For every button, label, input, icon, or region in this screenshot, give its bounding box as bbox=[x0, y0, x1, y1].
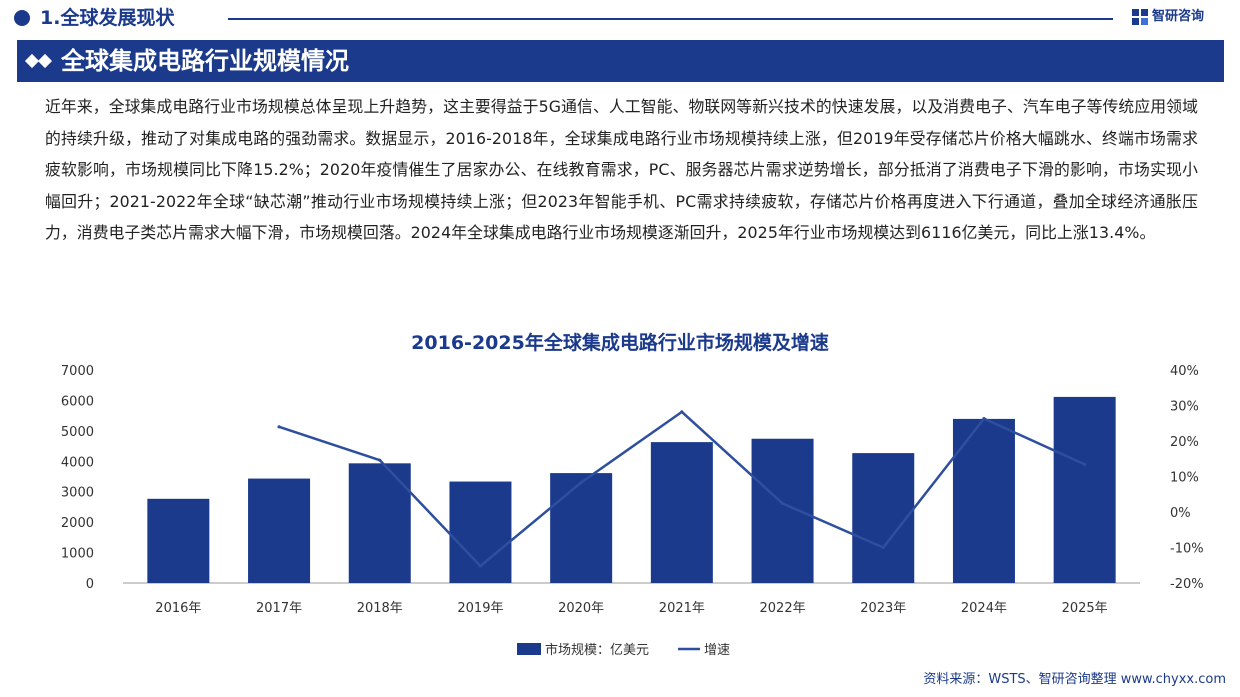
y-right-tick-label: 0% bbox=[1170, 506, 1191, 521]
section-title: 1.全球发展现状 bbox=[40, 7, 175, 29]
x-tick-label: 2016年 bbox=[155, 601, 201, 616]
growth-point bbox=[579, 480, 583, 485]
legend-bar-swatch bbox=[517, 643, 541, 655]
bar bbox=[852, 453, 915, 583]
legend-bar-label: 市场规模：亿美元 bbox=[545, 642, 649, 658]
bar bbox=[952, 418, 1015, 583]
bar bbox=[650, 442, 713, 583]
bar bbox=[550, 473, 613, 583]
y-left-tick-label: 3000 bbox=[61, 486, 94, 501]
growth-point bbox=[277, 425, 281, 429]
growth-point bbox=[780, 501, 785, 506]
x-tick-label: 2019年 bbox=[457, 601, 503, 616]
title-banner: 全球集成电路行业规模情况 bbox=[17, 40, 1224, 82]
brand-name: 智研咨询 bbox=[1152, 9, 1205, 24]
x-tick-label: 2018年 bbox=[357, 601, 403, 616]
y-left-tick-label: 1000 bbox=[61, 547, 94, 562]
brand-logo-icon bbox=[1132, 9, 1148, 25]
growth-point bbox=[1083, 462, 1087, 467]
growth-point bbox=[881, 545, 885, 550]
banner-title: 全球集成电路行业规模情况 bbox=[61, 47, 349, 75]
brand-logo: 智研咨询 bbox=[1132, 8, 1204, 26]
source-note: 资料来源：WSTS、智研咨询整理 www.chyxx.com bbox=[923, 672, 1226, 687]
x-tick-label: 2020年 bbox=[558, 601, 604, 616]
x-tick-label: 2021年 bbox=[659, 601, 705, 616]
y-left-tick-label: 0 bbox=[86, 577, 94, 592]
bar bbox=[751, 438, 814, 583]
x-tick-label: 2025年 bbox=[1062, 601, 1108, 616]
y-right-tick-label: -20% bbox=[1170, 577, 1204, 592]
legend-line-label: 增速 bbox=[704, 643, 730, 658]
intro-paragraph: 近年来，全球集成电路行业市场规模总体呈现上升趋势，这主要得益于5G通信、人工智能… bbox=[45, 97, 1198, 242]
growth-point bbox=[680, 410, 684, 414]
x-tick-label: 2017年 bbox=[256, 601, 302, 616]
top-section-header: 1.全球发展现状 智研咨询 bbox=[0, 0, 1240, 38]
y-right-tick-label: 40% bbox=[1170, 364, 1199, 379]
bar bbox=[147, 498, 210, 583]
growth-point bbox=[378, 458, 382, 462]
y-left-tick-label: 7000 bbox=[61, 364, 94, 379]
x-tick-label: 2022年 bbox=[760, 601, 806, 616]
chart-title: 2016-2025年全球集成电路行业市场规模及增速 bbox=[411, 332, 829, 354]
y-left-tick-label: 6000 bbox=[61, 394, 94, 409]
y-right-tick-label: 20% bbox=[1170, 435, 1199, 450]
bar bbox=[449, 481, 512, 583]
header-divider bbox=[228, 18, 1113, 20]
y-left-tick-label: 4000 bbox=[61, 455, 94, 470]
y-right-tick-label: 10% bbox=[1170, 471, 1199, 486]
x-tick-label: 2024年 bbox=[961, 601, 1007, 616]
section-bullet-icon bbox=[14, 10, 30, 26]
x-tick-label: 2023年 bbox=[860, 601, 906, 616]
y-left-tick-label: 5000 bbox=[61, 425, 94, 440]
growth-point bbox=[982, 417, 986, 421]
y-left-tick-label: 2000 bbox=[61, 516, 94, 531]
growth-point bbox=[478, 564, 483, 568]
bar bbox=[248, 478, 311, 583]
y-right-tick-label: -10% bbox=[1170, 542, 1204, 557]
y-right-tick-label: 30% bbox=[1170, 400, 1199, 415]
bar bbox=[1053, 396, 1116, 583]
